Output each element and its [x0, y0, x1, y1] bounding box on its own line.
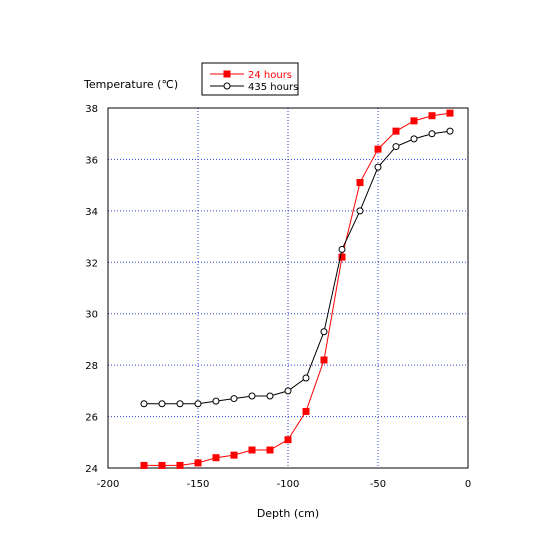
- data-point-circle: [284, 387, 292, 395]
- data-point-square: [284, 436, 292, 444]
- data-point-circle: [158, 400, 166, 408]
- y-axis-title: Temperature (℃): [83, 78, 178, 91]
- data-point-circle: [356, 207, 364, 215]
- legend-label: 435 hours: [248, 82, 298, 93]
- data-point-circle: [266, 392, 274, 400]
- y-tick-label: 36: [85, 155, 98, 166]
- y-tick-label: 24: [85, 464, 98, 475]
- axis-ticks: -200 -150 -100 -50 0 24 26 28 30 32 34 36 38: [85, 104, 471, 490]
- data-point-square: [392, 127, 400, 135]
- legend-box: [201, 62, 299, 96]
- data-point-square: [446, 109, 454, 117]
- series-435-hours: [140, 127, 454, 408]
- data-point-square: [374, 145, 382, 153]
- data-point-circle: [230, 395, 238, 403]
- data-point-square: [356, 179, 364, 187]
- legend-marker: [223, 70, 231, 78]
- data-point-square: [212, 454, 220, 462]
- data-point-circle: [140, 400, 148, 408]
- y-tick-label: 30: [85, 310, 98, 321]
- data-point-square: [158, 461, 166, 469]
- data-point-square: [230, 451, 238, 459]
- data-point-square: [248, 446, 256, 454]
- data-point-circle: [392, 143, 400, 151]
- data-point-circle: [338, 245, 346, 253]
- data-point-square: [266, 446, 274, 454]
- data-point-circle: [446, 127, 454, 135]
- data-point-circle: [212, 397, 220, 405]
- x-tick-label: 0: [465, 479, 471, 490]
- x-tick-label: -50: [370, 479, 386, 490]
- x-axis-title: Depth (cm): [257, 507, 319, 520]
- legend-entry: 24 hours: [210, 70, 292, 81]
- data-point-square: [428, 112, 436, 120]
- y-tick-label: 34: [85, 207, 98, 218]
- series-line: [144, 130, 451, 405]
- legend-marker: [223, 82, 231, 90]
- series-line: [144, 112, 451, 466]
- grid: [108, 108, 468, 468]
- data-point-square: [140, 461, 148, 469]
- plot-area-frame: [107, 107, 469, 469]
- data-point-circle: [176, 400, 184, 408]
- x-tick-label: -100: [277, 479, 300, 490]
- data-point-square: [410, 117, 418, 125]
- data-point-circle: [428, 130, 436, 138]
- y-tick-label: 28: [85, 361, 98, 372]
- legend-label: 24 hours: [248, 70, 292, 81]
- legend-entry: 435 hours: [210, 82, 298, 93]
- y-tick-label: 38: [85, 104, 98, 115]
- data-point-circle: [374, 163, 382, 171]
- y-tick-label: 26: [85, 413, 98, 424]
- data-point-square: [302, 407, 310, 415]
- data-point-circle: [248, 392, 256, 400]
- series-layer: [140, 109, 454, 469]
- y-tick-label: 32: [85, 258, 98, 269]
- data-point-circle: [320, 328, 328, 336]
- data-point-circle: [302, 374, 310, 382]
- x-tick-label: -200: [97, 479, 120, 490]
- x-tick-label: -150: [187, 479, 210, 490]
- series-24-hours: [140, 109, 454, 469]
- data-point-square: [176, 461, 184, 469]
- data-point-square: [194, 459, 202, 467]
- data-point-square: [320, 356, 328, 364]
- data-point-circle: [410, 135, 418, 143]
- data-point-square: [338, 253, 346, 261]
- data-point-circle: [194, 400, 202, 408]
